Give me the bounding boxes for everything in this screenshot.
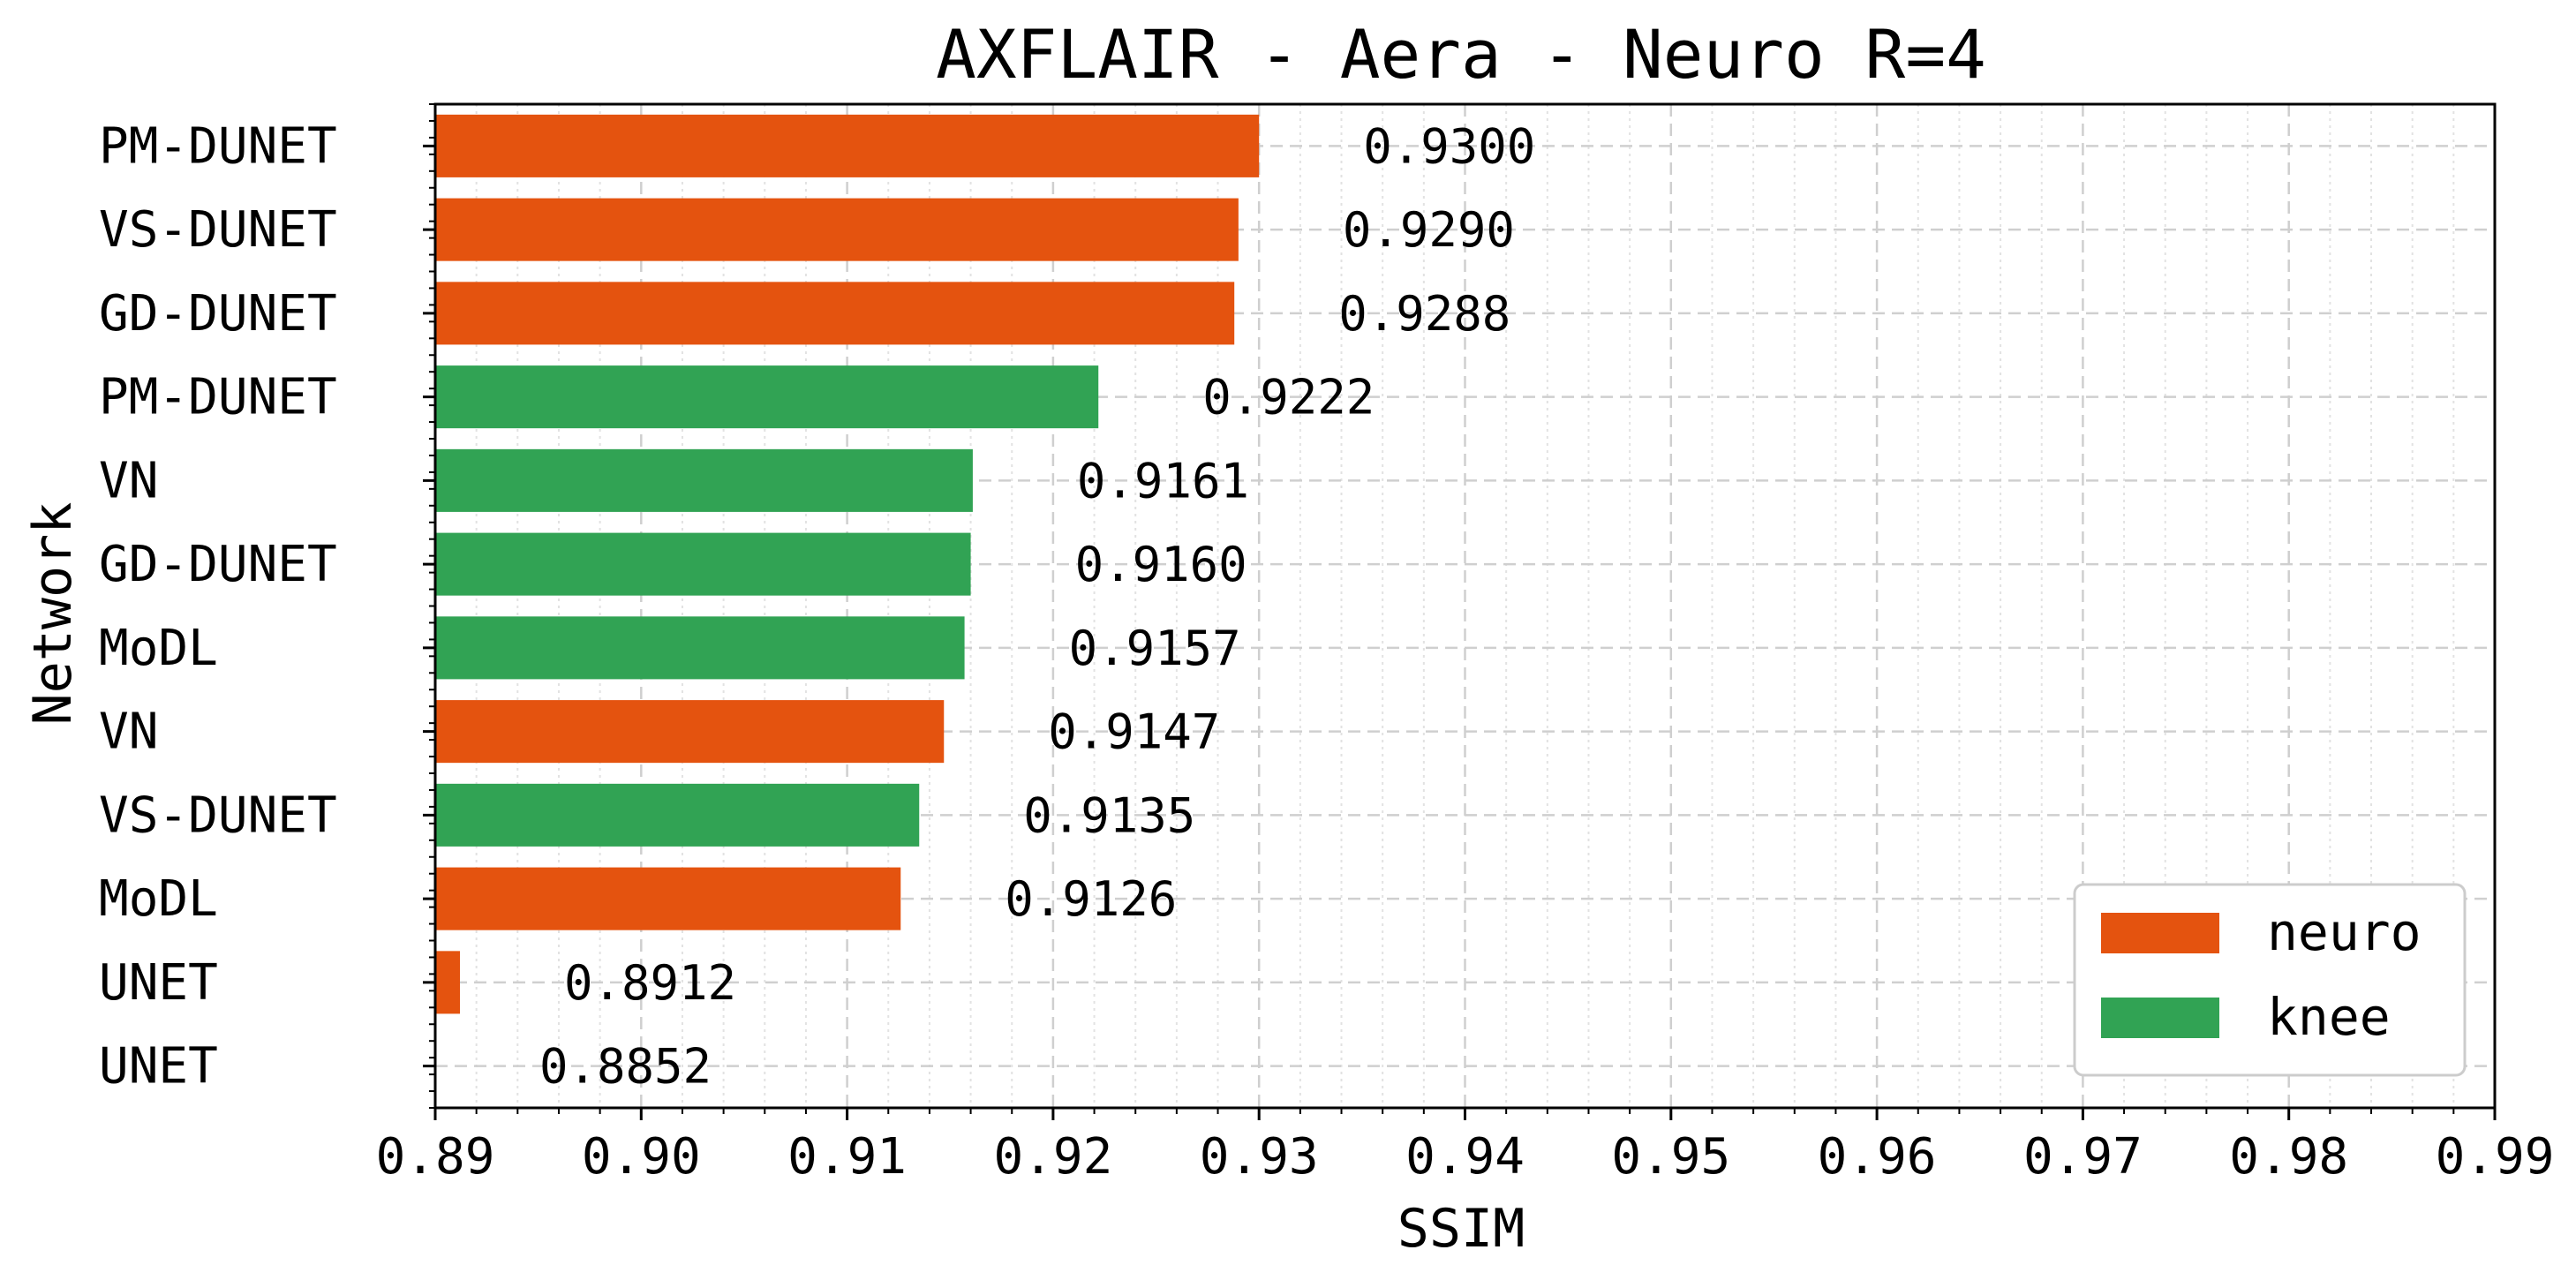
legend: neuro knee [2073,883,2467,1077]
bar-value-label: 0.9290 [1343,202,1515,258]
x-tick-label: 0.97 [2023,1128,2143,1186]
chart-title: AXFLAIR - Aera - Neuro R=4 [936,15,1986,94]
bar-value-label: 0.9160 [1075,537,1247,592]
bars-layer [435,114,1260,1014]
y-tick-label: UNET [99,954,218,1012]
bar-knee-gd-dunet [435,532,971,596]
bar-value-label: 0.8852 [539,1039,712,1095]
bar-neuro-vn [435,700,945,764]
labels-layer: 0.9300 PM-DUNET 0.9290 VS-DUNET 0.9288 GD-DUN… [99,117,2554,1186]
bar-neuro-pm-dunet [435,114,1260,177]
bar-neuro-modl [435,867,901,930]
bar-value-label: 0.9135 [1023,787,1195,843]
y-tick-label: VS-DUNET [99,201,337,259]
bar-value-label: 0.9288 [1338,286,1510,342]
x-tick-label: 0.93 [1200,1128,1319,1186]
axes-layer [423,102,2497,1120]
y-tick-label: GD-DUNET [99,285,337,343]
x-tick-label: 0.95 [1611,1128,1730,1186]
bar-value-label: 0.9126 [1005,871,1177,927]
y-tick-label: GD-DUNET [99,536,337,593]
y-tick-label: MoDL [99,870,218,928]
plot-frame [433,102,2497,1110]
bar-neuro-gd-dunet [435,282,1235,345]
legend-swatch-neuro [2101,913,2219,953]
y-axis-label: Network [22,502,84,726]
x-tick-label: 0.96 [1818,1128,1937,1186]
y-tick-label: UNET [99,1038,218,1096]
x-axis-label: SSIM [1397,1198,1525,1260]
bar-knee-vs-dunet [435,783,920,847]
bar-neuro-unet [435,951,460,1014]
y-tick-label: VN [99,704,158,761]
bar-knee-pm-dunet [435,365,1099,429]
legend-label-knee: knee [2267,987,2391,1047]
legend-swatch-knee [2101,998,2219,1038]
legend-label-neuro: neuro [2267,902,2422,962]
bar-neuro-vs-dunet [435,198,1239,261]
bar-knee-modl [435,616,965,680]
bar-knee-vn [435,448,973,512]
bar-value-label: 0.9222 [1202,370,1375,425]
y-tick-label: MoDL [99,620,218,677]
y-tick-label: VS-DUNET [99,787,337,844]
x-tick-label: 0.90 [582,1128,701,1186]
x-tick-label: 0.92 [993,1128,1112,1186]
x-tick-label: 0.91 [787,1128,907,1186]
bar-value-label: 0.8912 [564,955,736,1011]
y-tick-label: VN [99,452,158,509]
x-tick-label: 0.89 [376,1128,495,1186]
bar-value-label: 0.9147 [1048,704,1220,760]
x-tick-label: 0.94 [1405,1128,1525,1186]
bar-value-label: 0.9157 [1069,621,1241,676]
y-tick-label: PM-DUNET [99,117,337,175]
bar-value-label: 0.9300 [1363,118,1535,174]
x-tick-label: 0.98 [2229,1128,2348,1186]
y-tick-label: PM-DUNET [99,369,337,426]
bar-value-label: 0.9161 [1077,453,1249,508]
x-tick-label: 0.99 [2436,1128,2555,1186]
